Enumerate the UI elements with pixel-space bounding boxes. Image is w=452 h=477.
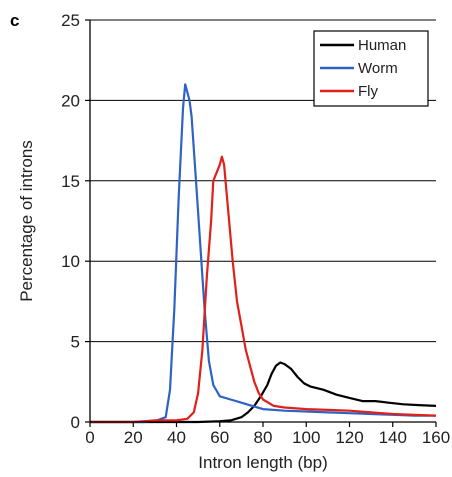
x-tick-label-120: 120 (335, 428, 363, 447)
y-tick-label-10: 10 (61, 252, 80, 271)
x-tick-label-20: 20 (124, 428, 143, 447)
x-tick-label-60: 60 (210, 428, 229, 447)
y-tick-label-0: 0 (71, 413, 80, 432)
legend-label-worm: Worm (358, 60, 398, 77)
x-tick-label-0: 0 (85, 428, 94, 447)
x-tick-label-40: 40 (167, 428, 186, 447)
x-tick-label-160: 160 (422, 428, 450, 447)
x-tick-label-100: 100 (292, 428, 320, 447)
panel-label: c (10, 11, 19, 30)
legend: Human Worm Fly (313, 30, 429, 107)
y-tick-label-5: 5 (71, 333, 80, 352)
x-tick-label-140: 140 (379, 428, 407, 447)
tick-labels: 0 20 40 60 80 100 120 140 160 0 5 10 15 20 25 (61, 11, 450, 447)
y-tick-label-20: 20 (61, 91, 80, 110)
series-line-worm (90, 83, 436, 424)
series-lines (90, 83, 437, 424)
x-axis-title: Intron length (bp) (198, 453, 327, 472)
legend-label-fly: Fly (358, 83, 378, 100)
y-axis-title: Percentage of introns (17, 140, 36, 302)
axes (85, 19, 437, 427)
y-tick-label-25: 25 (61, 11, 80, 30)
y-tick-label-15: 15 (61, 172, 80, 191)
legend-label-human: Human (358, 37, 406, 54)
x-tick-label-80: 80 (254, 428, 273, 447)
series-line-fly (90, 155, 437, 424)
